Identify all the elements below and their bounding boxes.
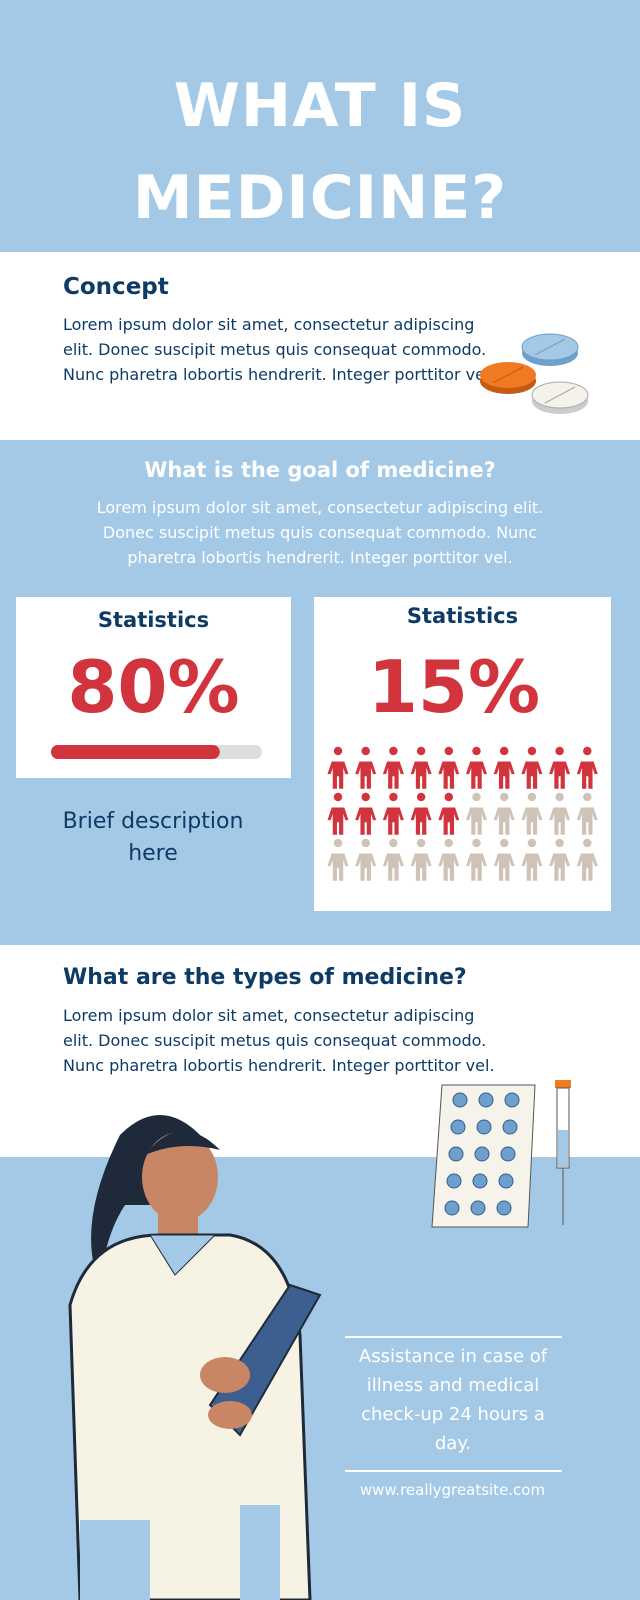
person-icon <box>576 838 598 881</box>
person-icon <box>466 838 487 881</box>
person-icon <box>355 838 377 881</box>
stat-value: 80% <box>67 645 240 729</box>
stat-title: Statistics <box>97 608 210 632</box>
stat-value: 15% <box>367 645 541 729</box>
person-icon <box>549 838 571 881</box>
person-icon <box>382 746 404 789</box>
progress-bar <box>51 745 220 759</box>
website[interactable]: www.reallygreatsite.com <box>359 1481 546 1499</box>
person-icon <box>493 838 515 881</box>
goal-heading: What is the goal of medicine? <box>144 458 496 482</box>
person-icon <box>521 838 543 881</box>
doctor-illustration <box>68 1115 322 1600</box>
pills <box>480 333 589 414</box>
types-text: Lorem ipsum dolor sit amet, consectetur … <box>63 1006 495 1075</box>
person-icon <box>382 838 404 881</box>
stat-title: Statistics <box>406 604 519 628</box>
person-icon <box>466 746 487 789</box>
person-icon <box>438 838 460 881</box>
person-icon <box>521 792 543 835</box>
person-icon <box>466 792 487 835</box>
person-icon <box>493 746 515 789</box>
person-icon <box>438 746 460 789</box>
concept-text: Lorem ipsum dolor sit amet, consectetur … <box>63 315 495 384</box>
person-icon <box>576 746 598 789</box>
person-icon <box>438 792 460 835</box>
person-icon <box>493 792 515 835</box>
brief-description: Brief description here <box>62 809 244 866</box>
person-icon <box>549 792 571 835</box>
title: WHAT IS MEDICINE? <box>132 71 508 233</box>
person-icon <box>355 792 377 835</box>
person-icon <box>327 838 349 881</box>
person-icon <box>410 746 432 789</box>
person-icon <box>327 792 349 835</box>
person-icon <box>327 746 349 789</box>
divider <box>345 1336 562 1338</box>
person-icon <box>549 746 571 789</box>
person-icon <box>521 746 543 789</box>
person-icon <box>576 792 598 835</box>
medicine-illustration <box>431 1080 571 1228</box>
person-icon <box>382 792 404 835</box>
footer-text: Assistance in case of illness and medica… <box>358 1346 548 1454</box>
goal-text: Lorem ipsum dolor sit amet, consectetur … <box>96 498 544 567</box>
person-icon <box>410 838 432 881</box>
person-icon <box>410 792 432 835</box>
types-heading: What are the types of medicine? <box>63 965 467 990</box>
concept-heading: Concept <box>63 274 169 300</box>
person-icon <box>355 746 377 789</box>
divider <box>345 1470 562 1472</box>
stat-marks <box>51 745 598 881</box>
